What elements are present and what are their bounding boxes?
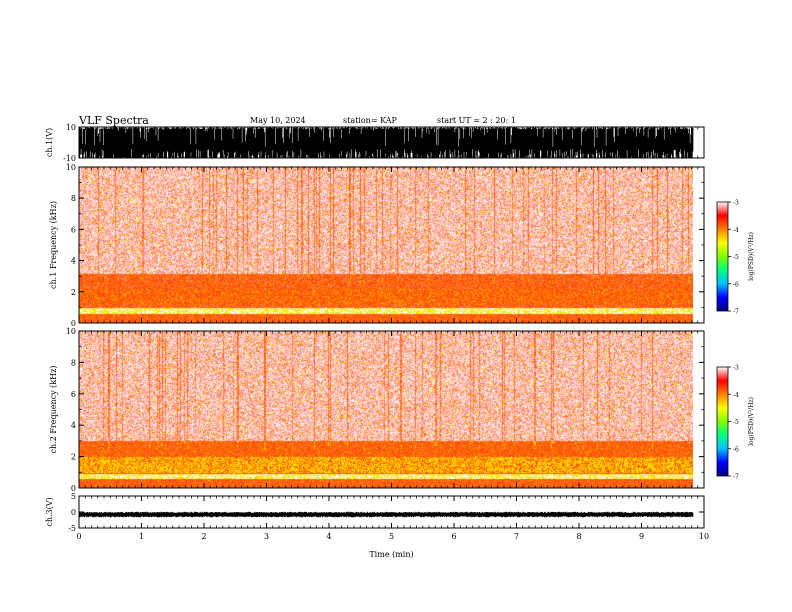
colorbar-tick-label: -5 [733, 419, 739, 426]
y-tick-label: 10 [66, 163, 76, 172]
y-tick-label: 0 [71, 484, 76, 493]
y-tick-label: 6 [71, 225, 76, 234]
x-tick-label: 9 [639, 532, 644, 541]
x-tick-label: 6 [451, 532, 456, 541]
x-axis-label: Time (min) [369, 550, 413, 559]
y-tick-label: 10 [66, 327, 76, 336]
ch1-spectrogram-heatmap [79, 167, 693, 323]
y-tick-label: 8 [71, 358, 76, 367]
y-tick-label: 2 [71, 453, 76, 462]
y-tick-label: 4 [71, 257, 76, 266]
y-tick-label: 0 [71, 319, 76, 328]
chart-title: VLF Spectra [79, 114, 149, 127]
y-tick-label: 4 [71, 421, 76, 430]
y-axis-label: ch.1(V) [45, 128, 54, 157]
station-label: station= KAP [343, 116, 397, 125]
y-tick-label: 6 [71, 390, 76, 399]
colorbar-tick-label: -7 [733, 309, 739, 316]
x-tick-label: 2 [201, 532, 206, 541]
x-tick-label: 1 [139, 532, 144, 541]
start-time-label: start UT = 2 : 20: 1 [437, 116, 516, 125]
y-tick-label: -10 [63, 154, 76, 163]
recording-date: May 10, 2024 [250, 116, 306, 125]
colorbar-tick-label: -4 [733, 392, 739, 399]
y-axis-label: ch.3(V) [45, 497, 54, 526]
ch1-waveform-trace [78, 127, 694, 158]
y-tick-label: 5 [71, 492, 76, 501]
ch1-spectrogram-colorbar [716, 201, 729, 312]
y-tick-label: -5 [68, 524, 76, 533]
y-axis-label: ch.2 Frequency (kHz) [49, 366, 58, 454]
y-axis-label: ch.1 Frequency (kHz) [49, 201, 58, 289]
colorbar-tick-label: -7 [733, 474, 739, 481]
colorbar-tick-label: -6 [733, 281, 739, 288]
colorbar-tick-label: -5 [733, 254, 739, 261]
x-tick-label: 5 [389, 532, 394, 541]
y-tick-label: 8 [71, 194, 76, 203]
colorbar-label: log(PSD)(V²/Hz) [748, 397, 755, 446]
y-tick-label: 2 [71, 288, 76, 297]
ch3-waveform-trace [78, 511, 694, 518]
ch2-spectrogram-heatmap [79, 331, 693, 488]
x-tick-label: 4 [326, 532, 331, 541]
x-tick-label: 0 [76, 532, 81, 541]
x-tick-label: 3 [264, 532, 269, 541]
y-tick-label: 10 [66, 123, 76, 132]
x-tick-label: 7 [514, 532, 519, 541]
colorbar-tick-label: -3 [733, 365, 739, 372]
x-tick-label: 8 [576, 532, 581, 541]
colorbar-label: log(PSD)(V²/Hz) [748, 232, 755, 281]
ch2-spectrogram-colorbar [716, 366, 729, 477]
x-tick-label: 10 [699, 532, 709, 541]
colorbar-tick-label: -6 [733, 446, 739, 453]
y-tick-label: 0 [71, 508, 76, 517]
colorbar-tick-label: -3 [733, 200, 739, 207]
colorbar-tick-label: -4 [733, 227, 739, 234]
